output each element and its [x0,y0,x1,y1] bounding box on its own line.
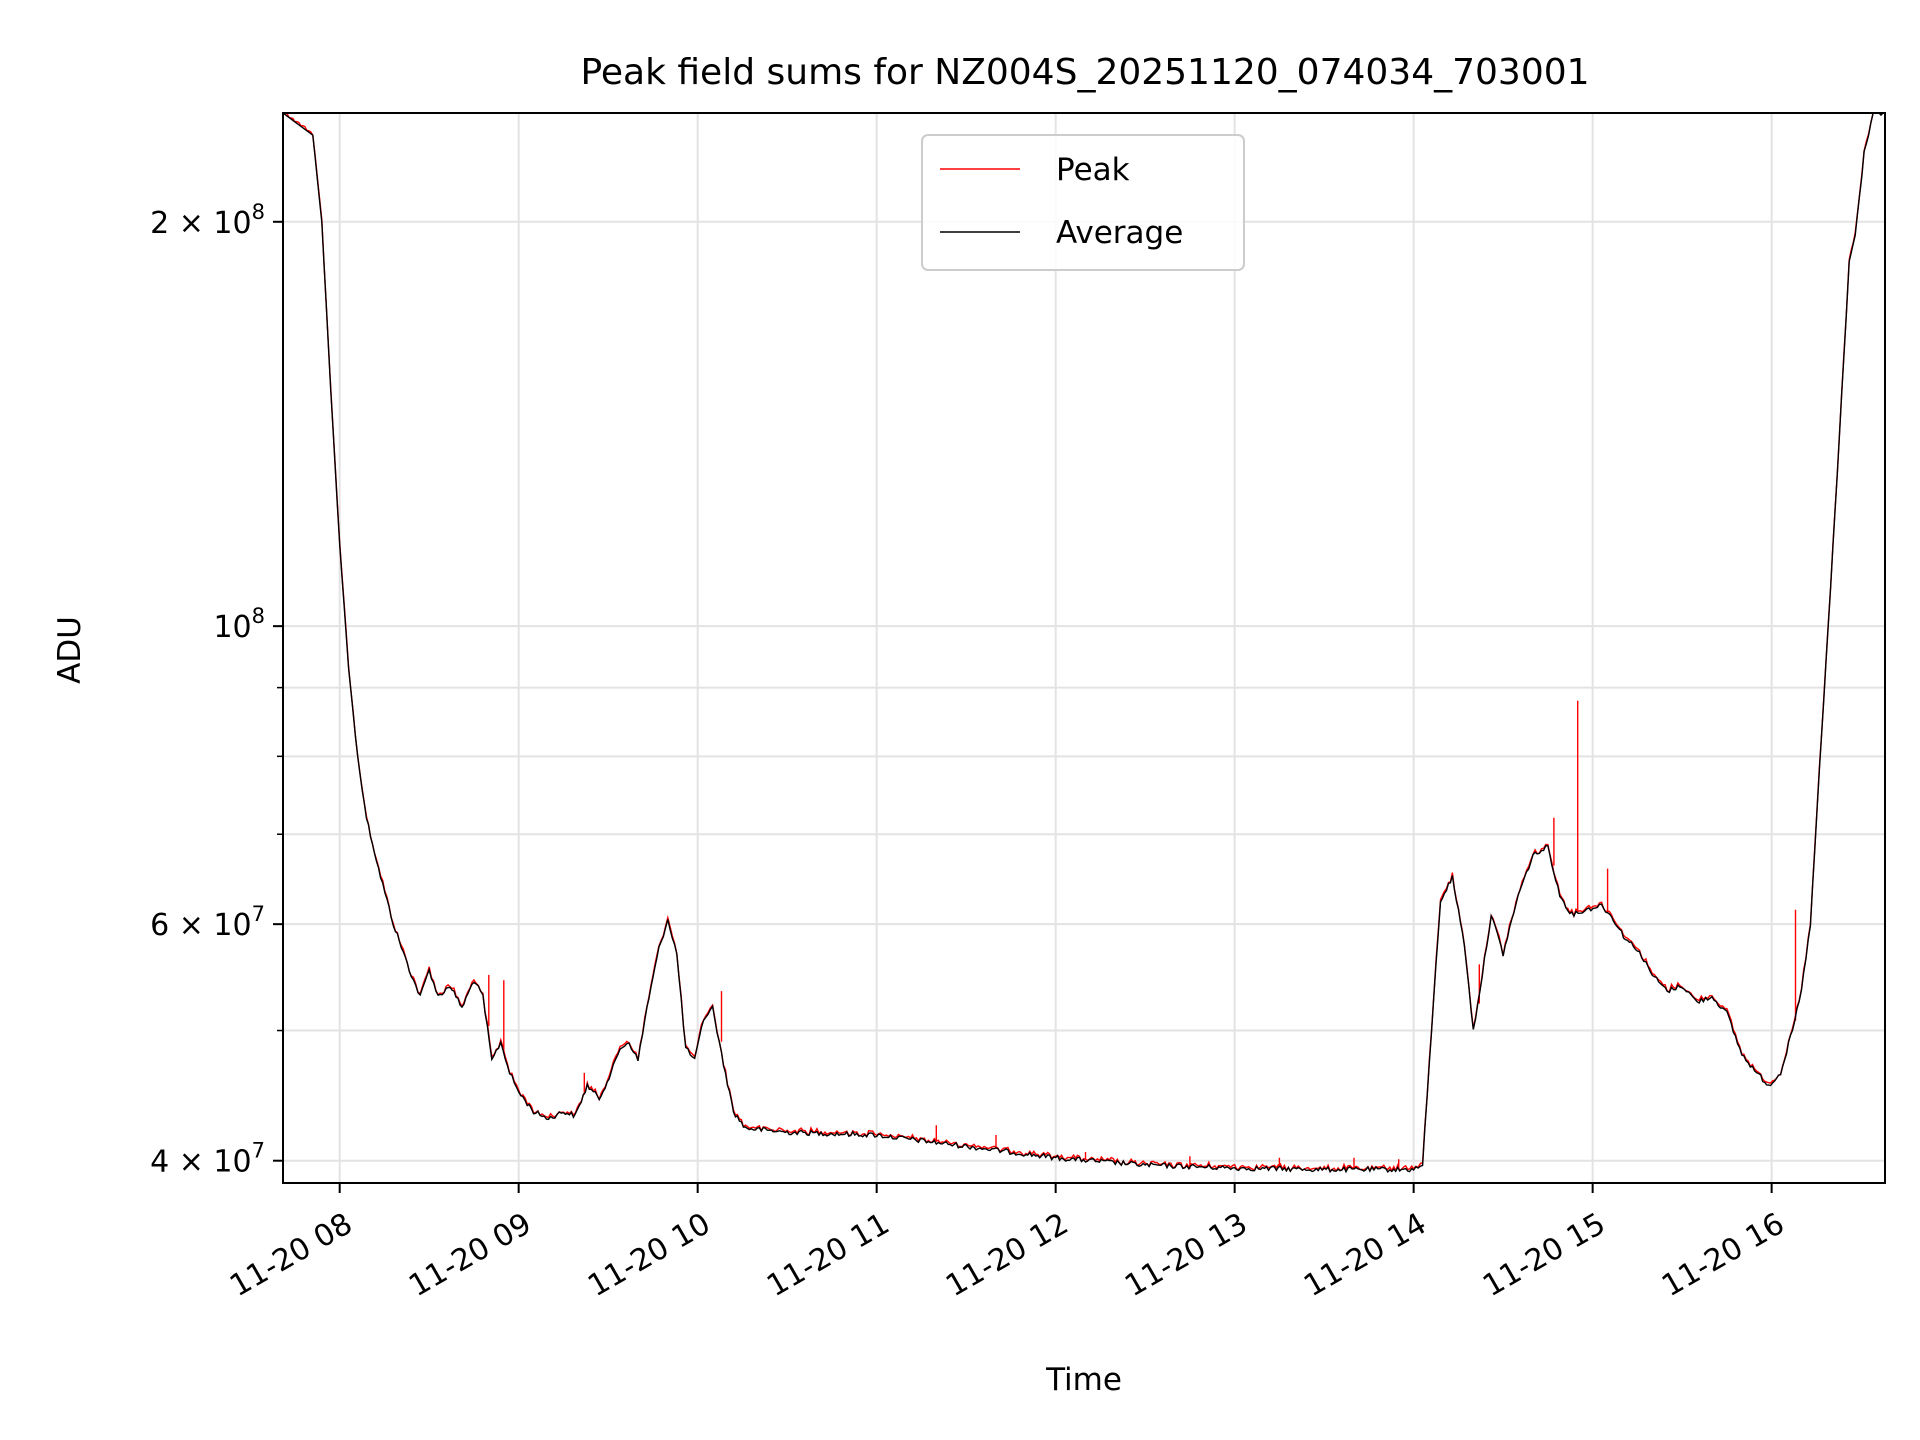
y-tick-label: 6 × 107 [150,902,265,943]
series-layer [282,112,1885,1174]
average-series-line [282,112,1885,1174]
y-axis-label: ADU [52,616,88,684]
plot-frame [282,112,1886,1184]
legend: Peak Average [921,134,1245,271]
chart-title: Peak field sums for NZ004S_20251120_0740… [580,52,1589,93]
y-tick-label: 2 × 108 [150,200,265,241]
y-tick-label: 4 × 107 [150,1139,265,1180]
y-tick-label: 108 [213,604,265,645]
legend-peak-label: Peak [1056,152,1130,188]
legend-average-label: Average [1056,215,1183,251]
y-axis: 4 × 107 6 × 107 108 2 × 108 [150,200,283,1180]
peak-series-line [282,112,1885,1173]
x-axis-label: Time [1045,1362,1122,1398]
